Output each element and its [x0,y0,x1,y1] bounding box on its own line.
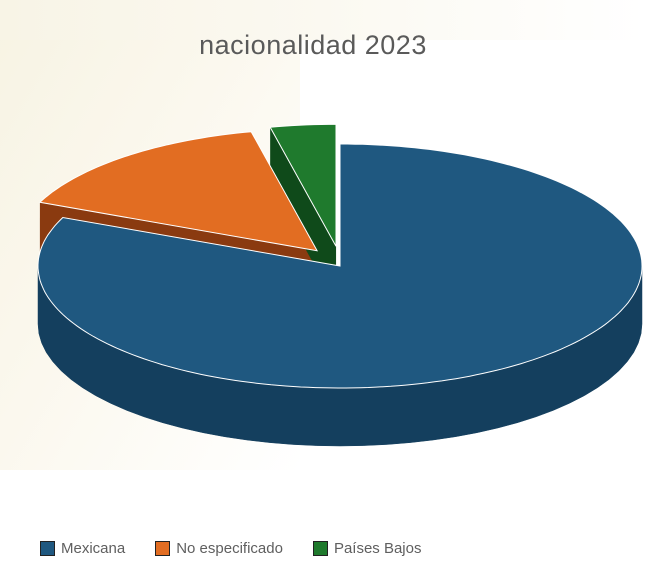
pie-slice-no-especificado [38,131,319,252]
pie-edge-paises-bajos-0 [270,127,337,305]
chart-title: nacionalidad 2023 [199,30,427,60]
background-tint-top [0,0,648,40]
legend: Mexicana No especificado Países Bajos [40,540,640,557]
pie-slice-mexicana [37,143,643,389]
legend-swatch-mexicana [40,541,55,556]
legend-item-paises-bajos: Países Bajos [312,540,422,557]
legend-label-no-especificado: No especificado [176,540,283,557]
legend-label-mexicana: Mexicana [61,540,126,557]
legend-item-no-especificado: No especificado [155,540,283,557]
legend-item-mexicana: Mexicana [40,540,125,557]
legend-swatch-paises-bajos [312,541,328,556]
pie-slice-paises-bajos [269,123,337,247]
legend-label-paises-bajos: Países Bajos [333,540,422,557]
legend-swatch-no-especificado [155,541,171,556]
